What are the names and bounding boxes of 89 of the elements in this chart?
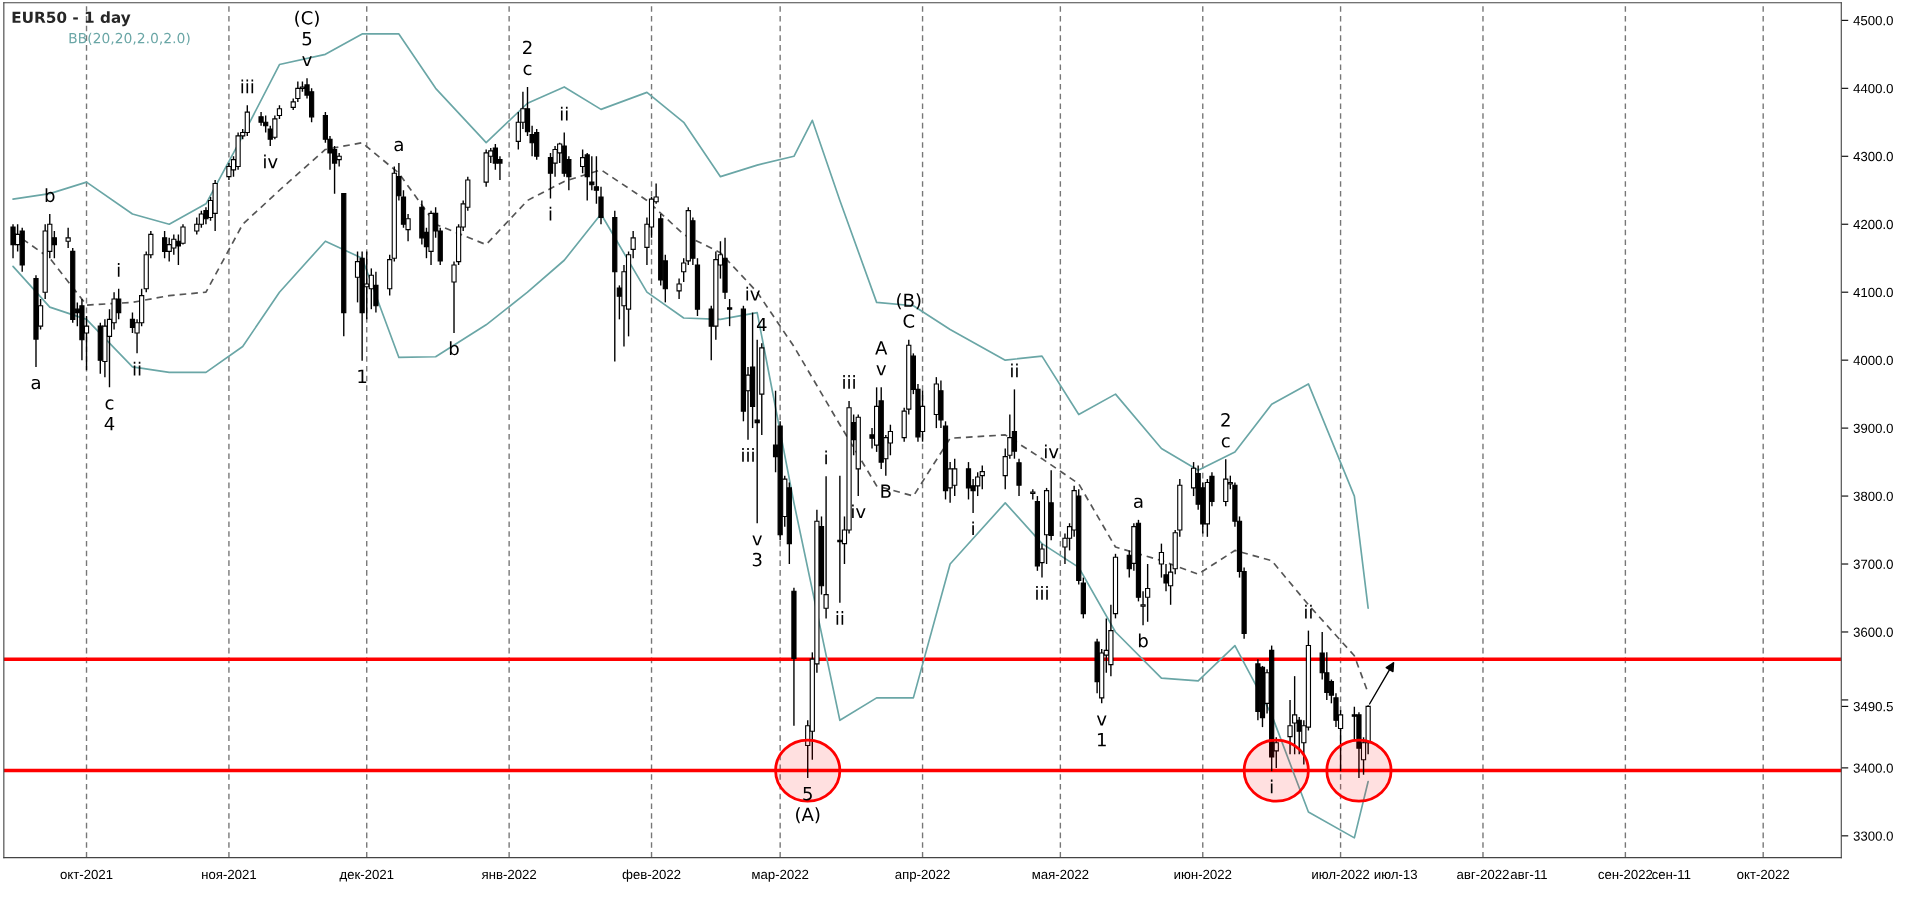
candlestick <box>727 298 733 327</box>
y-tick-label: 4300.0 <box>1853 151 1893 162</box>
x-tick-label: авг-2022 <box>1457 869 1509 880</box>
annotation: C <box>903 314 915 328</box>
annotation: (A) <box>796 807 820 824</box>
annotation: a <box>394 140 403 152</box>
annotation: c <box>523 64 532 76</box>
x-tick-label: янв-2022 <box>481 869 537 880</box>
annotation: B <box>881 484 891 498</box>
text: EUR50 - 1 day <box>12 11 131 27</box>
y-tick-label: 4200.0 <box>1853 219 1893 230</box>
annotation: 3 <box>752 552 762 567</box>
candlestick <box>373 271 379 314</box>
candlestick <box>336 152 342 168</box>
x-tick-label: июл-13 <box>1374 869 1417 880</box>
annotation: 1 <box>1097 733 1106 747</box>
y-tick-label: 3600.0 <box>1853 627 1893 637</box>
x-tick-label: мар-2022 <box>752 869 809 882</box>
y-tick-label: 3900.0 <box>1853 423 1893 434</box>
annotation: 5 <box>803 786 812 801</box>
annotation: i <box>1270 779 1273 794</box>
annotation: 5 <box>302 32 312 46</box>
candlestick <box>65 226 71 249</box>
annotation: iv <box>746 286 760 301</box>
annotation: v <box>1096 715 1107 726</box>
annotation: 4 <box>756 317 767 332</box>
x-tick-label: окт-2022 <box>1737 869 1790 880</box>
y-tick-label: 4500.0 <box>1853 15 1893 26</box>
y-tick-label: 3400.0 <box>1853 763 1893 773</box>
annotation: iii <box>742 447 754 462</box>
y-tick-label: 3490.5 <box>1853 701 1893 712</box>
annotation: iv <box>1045 444 1059 459</box>
annotation: ii <box>836 611 844 625</box>
candlestick <box>681 257 687 283</box>
y-tick-label: 3700.0 <box>1853 559 1893 569</box>
annotation: a <box>31 378 40 390</box>
x-tick-label: ноя-2021 <box>202 869 257 880</box>
annotation: (C) <box>295 10 319 27</box>
y-tick-label: 3800.0 <box>1853 491 1893 501</box>
annotation: iv <box>264 154 278 169</box>
annotation: b <box>449 341 459 356</box>
annotation: 1 <box>358 369 367 383</box>
annotation: 2 <box>523 40 532 55</box>
candlestick <box>10 223 16 259</box>
y-tick-label: 4400.0 <box>1853 83 1893 94</box>
annotation: 4 <box>104 417 115 431</box>
y-tick-label: 3300.0 <box>1853 831 1893 841</box>
annotation: iii <box>241 79 254 94</box>
candlestick <box>1016 457 1022 497</box>
annotation: iv <box>852 504 866 519</box>
annotation: i <box>972 521 974 536</box>
x-tick-label: мая-2022 <box>1032 869 1089 880</box>
x-tick-label: окт-2021 <box>60 869 113 880</box>
annotation: v <box>752 535 762 546</box>
annotation: i <box>117 262 120 277</box>
candlestick <box>676 277 682 300</box>
annotation: c <box>105 399 114 410</box>
annotation: ii <box>560 106 568 121</box>
annotation: (B) <box>897 293 921 310</box>
x-tick-label: сен-11 <box>1652 869 1691 880</box>
annotation: i <box>549 206 552 221</box>
annotation: v <box>302 56 312 67</box>
candlestick <box>1223 458 1229 507</box>
x-tick-label: дек-2021 <box>339 869 394 882</box>
annotation: ii <box>1305 604 1312 619</box>
y-tick-label: 4000.0 <box>1853 355 1893 366</box>
x-tick-label: фев-2022 <box>622 869 681 882</box>
x-tick-label: авг-11 <box>1510 869 1547 880</box>
annotation: iii <box>843 375 855 389</box>
annotation: 2 <box>1221 413 1230 427</box>
candlestick <box>1011 388 1018 460</box>
candlestick <box>979 464 985 490</box>
candlestick <box>580 148 586 174</box>
y-tick-label: 4100.0 <box>1853 287 1893 298</box>
annotation: i <box>825 450 827 465</box>
candlestick <box>244 104 250 137</box>
text: BB(20,20,2.0,2.0) <box>69 32 190 45</box>
annotation: iii <box>1036 585 1048 600</box>
x-tick-label: июн-2022 <box>1174 869 1232 880</box>
x-tick-label: июл-2022 <box>1312 869 1370 880</box>
annotation: v <box>876 365 887 376</box>
annotation: ii <box>1011 363 1018 378</box>
candlestick <box>823 475 829 620</box>
annotation: a <box>1134 497 1143 509</box>
annotation: b <box>1138 633 1148 648</box>
annotation: A <box>875 341 888 355</box>
x-tick-label: сен-2022 <box>1598 869 1653 880</box>
annotation: c <box>1221 437 1230 448</box>
x-tick-label: апр-2022 <box>895 869 950 882</box>
